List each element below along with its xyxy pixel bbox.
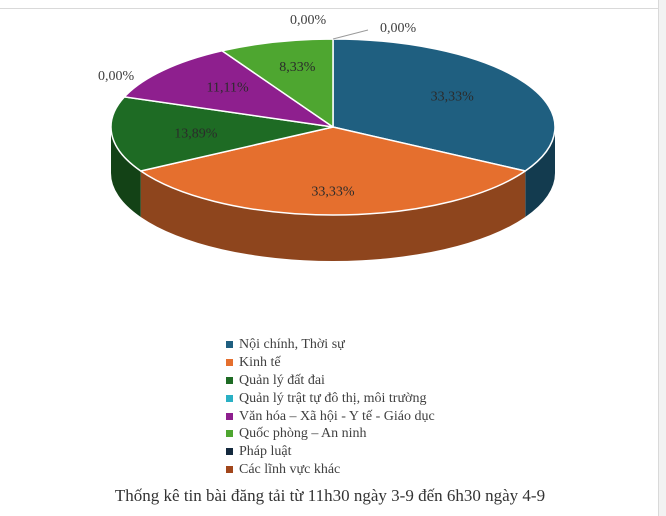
data-label-cac-linh-vuc-khac: 0,00% [380, 21, 417, 36]
legend-item-quan-ly-trat-tu-do-thi-moi-truong: Quản lý trật tự đô thị, môi trường [226, 389, 435, 407]
slice-van-hoa-xa-hoi-y-te-giao-duc [123, 50, 334, 128]
legend-swatch [226, 341, 233, 349]
legend-item-quoc-phong-an-ninh: Quốc phòng – An ninh [226, 425, 435, 443]
legend-label: Nội chính, Thời sự [239, 337, 345, 353]
window-top-strip [0, 0, 666, 9]
legend-swatch [226, 412, 233, 420]
chart-caption: Thống kê tin bài đăng tải từ 11h30 ngày … [114, 486, 546, 505]
chart-legend: Nội chính, Thời sự Kinh tế Quản lý đất đai… [226, 336, 435, 478]
legend-label: Kinh tế [239, 355, 281, 371]
legend-label: Pháp luật [239, 444, 292, 460]
data-label-layer: 33,33% 33,33% 13,89% 0,00% 11,11% 8,33% 0,00% 0… [98, 13, 474, 199]
legend-swatch [226, 359, 233, 367]
slice-side-quan-ly-dat-dai [111, 127, 141, 217]
legend-swatch [226, 394, 233, 402]
legend-label: Các lĩnh vực khác [239, 461, 341, 477]
data-label-kinh-te: 33,33% [311, 184, 355, 199]
data-label-noi-chinh-thoi-su: 33,33% [431, 89, 475, 104]
legend-item-cac-linh-vuc-khac: Các lĩnh vực khác [226, 461, 435, 479]
legend-label: Quản lý trật tự đô thị, môi trường [239, 390, 427, 406]
legend-label: Quốc phòng – An ninh [239, 426, 367, 442]
legend-label: Quản lý đất đai [239, 372, 325, 388]
pie-chart: 33,33% 33,33% 13,89% 0,00% 11,11% 8,33% 0,00% 0… [98, 13, 556, 261]
data-label-quan-ly-trat-tu-do-thi-moi-truong: 0,00% [98, 69, 135, 84]
legend-label: Văn hóa – Xã hội - Y tế - Giáo dục [239, 408, 435, 424]
legend-item-van-hoa-xa-hoi-y-te-giao-duc: Văn hóa – Xã hội - Y tế - Giáo dục [226, 407, 435, 425]
leader-line [332, 29, 369, 40]
legend-item-quan-ly-dat-dai: Quản lý đất đai [226, 372, 435, 390]
data-label-van-hoa-xa-hoi-y-te-giao-duc: 11,11% [207, 80, 249, 95]
slice-quoc-phong-an-ninh [221, 38, 334, 128]
legend-swatch [226, 376, 233, 384]
data-label-quan-ly-dat-dai: 13,89% [174, 127, 218, 142]
slice-noi-chinh-thoi-su [332, 38, 556, 172]
slice-side-noi-chinh-thoi-su [525, 127, 555, 217]
legend-swatch [226, 448, 233, 456]
slice-quan-ly-dat-dai [110, 96, 334, 172]
pie-layer [110, 38, 556, 261]
legend-swatch [226, 465, 233, 473]
data-label-phap-luat: 0,00% [290, 13, 327, 28]
data-label-quoc-phong-an-ninh: 8,33% [279, 60, 316, 75]
legend-item-kinh-te: Kinh tế [226, 354, 435, 372]
legend-swatch [226, 430, 233, 438]
legend-item-phap-luat: Pháp luật [226, 443, 435, 461]
slice-side-kinh-te [140, 171, 526, 261]
window-right-scroll-strip[interactable] [658, 0, 666, 516]
legend-item-noi-chinh-thoi-su: Nội chính, Thời sự [226, 336, 435, 354]
